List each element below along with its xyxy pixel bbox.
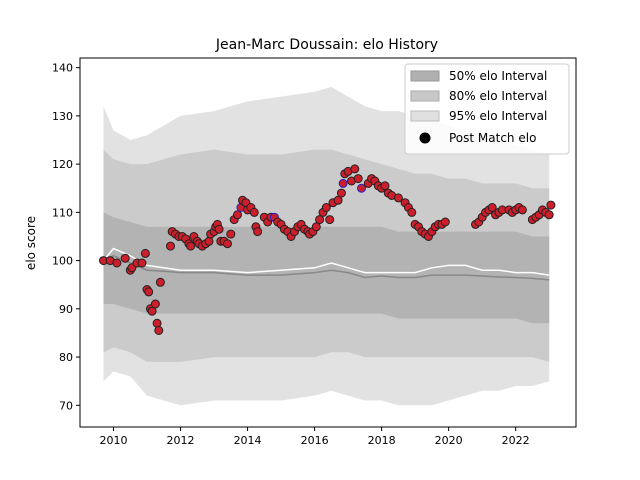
data-point xyxy=(204,236,214,246)
data-point xyxy=(380,181,390,191)
data-point xyxy=(311,222,321,232)
data-point xyxy=(226,229,236,239)
data-point xyxy=(517,205,527,215)
y-tick-label: 90 xyxy=(59,303,73,316)
legend-marker-post-match xyxy=(419,132,431,144)
data-point xyxy=(120,253,130,263)
y-tick-label: 120 xyxy=(52,158,73,171)
x-tick-label: 2022 xyxy=(502,434,530,447)
y-axis: 70 80 90 100 110 120 130 140 xyxy=(52,62,80,412)
data-point xyxy=(186,241,196,251)
x-axis: 2010 2012 2014 2016 2018 2020 2022 xyxy=(100,427,530,447)
data-point xyxy=(325,215,335,225)
data-point xyxy=(350,164,360,174)
data-point xyxy=(487,203,497,212)
data-point xyxy=(546,200,556,210)
data-point xyxy=(407,207,417,217)
y-tick-label: 130 xyxy=(52,110,73,123)
data-point xyxy=(440,217,450,227)
y-axis-label: elo score xyxy=(24,216,38,270)
plot-frame xyxy=(79,57,577,428)
data-point xyxy=(144,287,154,297)
legend-swatch-50 xyxy=(410,70,440,82)
x-tick-label: 2012 xyxy=(167,434,195,447)
data-point xyxy=(112,258,122,268)
y-tick-label: 70 xyxy=(59,399,73,412)
y-tick-label: 110 xyxy=(52,206,73,219)
data-point xyxy=(333,195,343,205)
data-point xyxy=(336,188,346,198)
legend-swatch-80 xyxy=(410,90,440,102)
data-point xyxy=(393,193,403,203)
data-point xyxy=(152,318,162,328)
mean-line xyxy=(102,247,550,276)
data-point xyxy=(338,178,348,188)
data-point xyxy=(155,277,165,287)
data-point xyxy=(140,248,150,258)
data-point xyxy=(253,227,263,237)
y-tick-label: 80 xyxy=(59,351,73,364)
x-tick-label: 2018 xyxy=(368,434,396,447)
x-tick-label: 2020 xyxy=(435,434,463,447)
median-line xyxy=(103,254,550,281)
legend-label-post-match: Post Match elo xyxy=(449,131,536,145)
legend-label-50: 50% elo Interval xyxy=(449,69,547,83)
legend-box xyxy=(404,63,570,155)
y-tick-label: 140 xyxy=(52,62,73,75)
data-point xyxy=(223,239,232,249)
data-point xyxy=(321,203,331,212)
legend-label-95: 95% elo Interval xyxy=(449,109,547,123)
plot-area xyxy=(99,86,556,406)
legend-swatch-95 xyxy=(410,110,440,122)
x-tick-label: 2010 xyxy=(100,434,128,447)
data-point xyxy=(150,299,160,309)
y-tick-label: 100 xyxy=(52,255,73,268)
data-point xyxy=(249,207,259,217)
x-tick-label: 2016 xyxy=(301,434,329,447)
data-point xyxy=(544,210,554,220)
legend-label-80: 80% elo Interval xyxy=(449,89,547,103)
band-50 xyxy=(103,212,550,324)
data-point xyxy=(166,241,175,251)
data-point xyxy=(357,183,366,193)
data-point xyxy=(147,306,157,316)
data-point xyxy=(137,258,147,268)
data-point xyxy=(315,215,325,225)
x-tick-label: 2014 xyxy=(234,434,262,447)
data-point xyxy=(154,326,164,335)
data-point xyxy=(353,174,363,184)
data-point xyxy=(214,224,224,234)
legend: 50% elo Interval 80% elo Interval 95% el… xyxy=(404,63,570,155)
data-point xyxy=(233,210,242,220)
chart-title: Jean-Marc Doussain: elo History xyxy=(215,37,438,53)
